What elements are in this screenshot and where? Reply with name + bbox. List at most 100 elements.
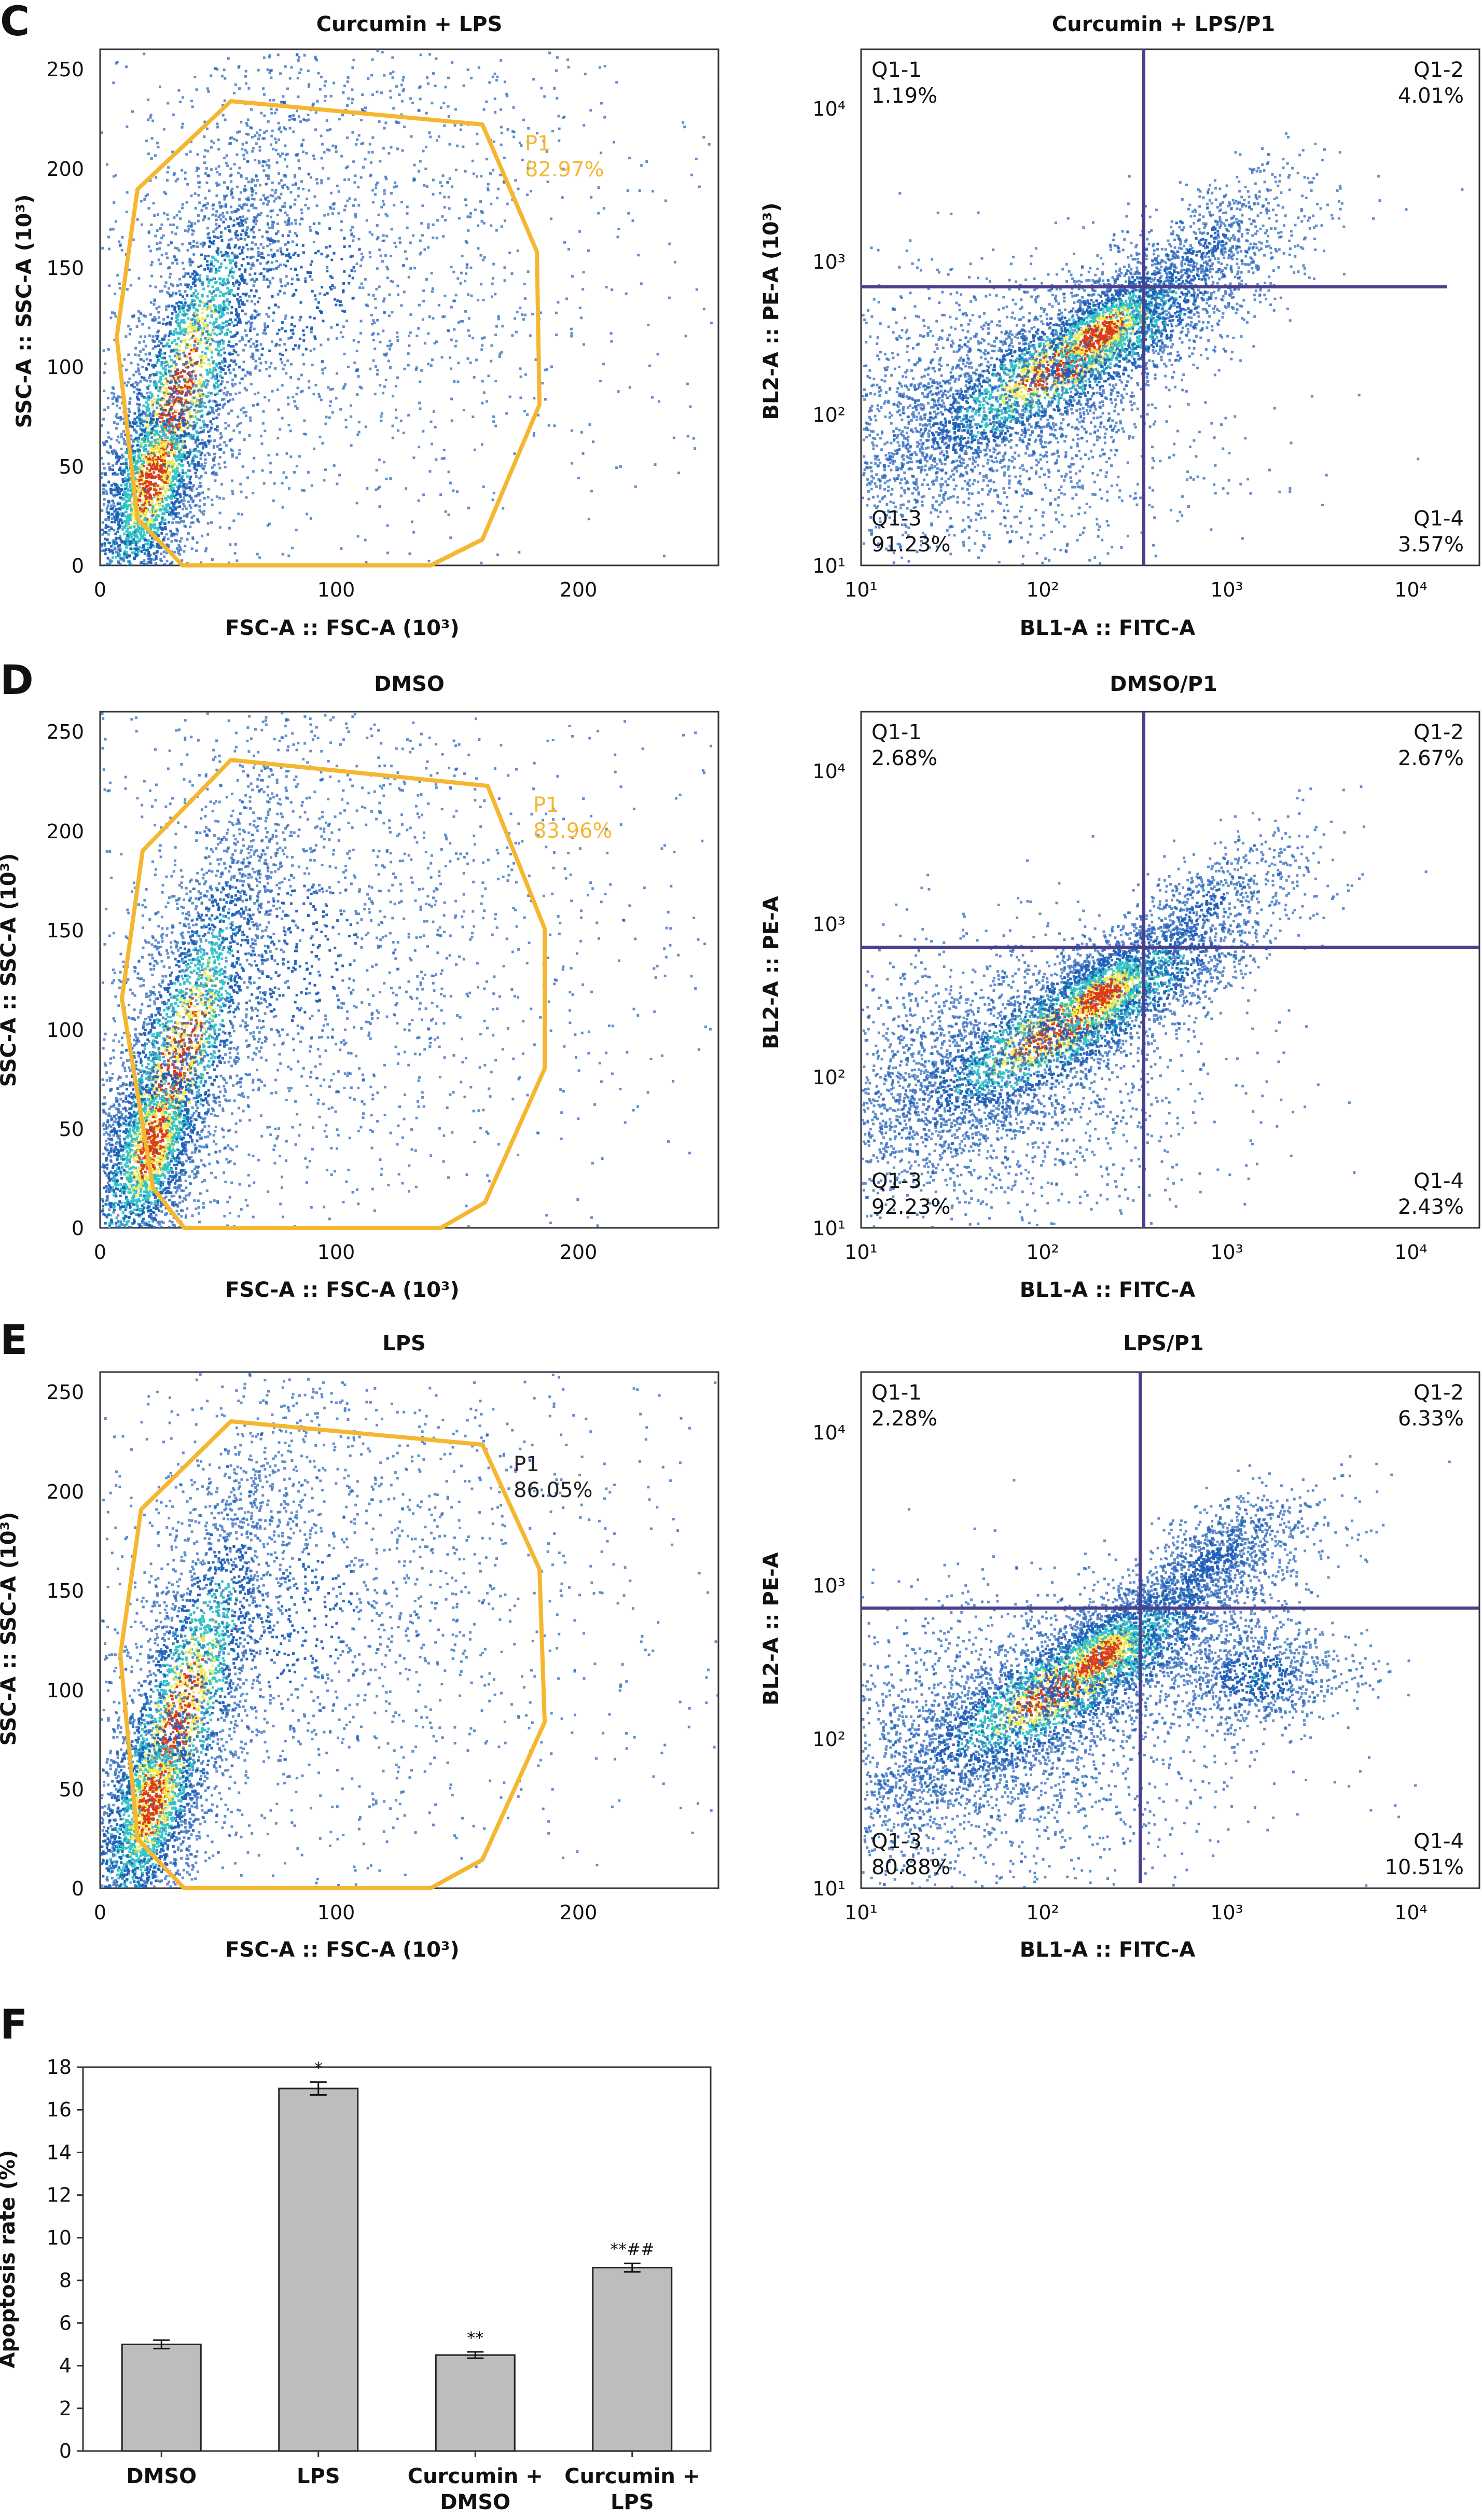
scatter-point <box>273 112 276 115</box>
scatter-point <box>136 383 138 386</box>
scatter-point <box>217 366 220 369</box>
scatter-point <box>247 371 250 375</box>
scatter-point <box>212 230 215 233</box>
scatter-point <box>203 384 206 387</box>
scatter-point <box>257 247 260 250</box>
scatter-point <box>156 499 159 502</box>
scatter-point <box>238 449 241 452</box>
scatter-point <box>192 329 196 333</box>
scatter-point <box>250 264 253 267</box>
scatter-point <box>302 188 305 190</box>
scatter-point <box>132 534 135 537</box>
scatter-point <box>207 442 211 445</box>
scatter-point <box>167 102 170 105</box>
scatter-point <box>127 519 130 522</box>
scatter-point <box>145 519 148 522</box>
scatter-point <box>114 293 117 295</box>
scatter-point <box>302 139 305 142</box>
scatter-point <box>160 521 163 523</box>
scatter-point <box>130 362 133 365</box>
scatter-point <box>215 375 218 378</box>
scatter-point <box>149 558 153 561</box>
scatter-point <box>199 341 202 344</box>
scatter-point <box>278 128 281 131</box>
scatter-point <box>377 333 380 336</box>
scatter-point <box>216 428 219 432</box>
scatter-point <box>425 278 428 281</box>
scatter-point <box>274 197 278 200</box>
scatter-point <box>450 419 453 422</box>
scatter-point <box>387 152 391 155</box>
scatter-point <box>138 413 141 416</box>
scatter-point <box>148 326 150 329</box>
scatter-point <box>105 531 108 534</box>
scatter-point <box>210 377 213 380</box>
scatter-point <box>136 444 139 447</box>
scatter-point <box>144 458 147 461</box>
scatter-point <box>189 258 192 261</box>
scatter-point <box>219 218 223 221</box>
scatter-point <box>279 126 282 129</box>
scatter-point <box>321 167 324 170</box>
scatter-point <box>255 142 258 145</box>
scatter-point <box>164 308 168 311</box>
scatter-point <box>182 439 185 442</box>
scatter-point <box>139 532 142 535</box>
scatter-point <box>241 147 244 150</box>
scatter-point <box>204 323 207 326</box>
scatter-point <box>190 141 192 144</box>
scatter-point <box>203 268 206 271</box>
scatter-point <box>199 373 202 377</box>
scatter-point <box>136 449 139 452</box>
scatter-point <box>159 522 162 525</box>
scatter-point <box>146 461 149 464</box>
scatter-point <box>207 281 211 284</box>
scatter-point <box>209 300 212 303</box>
scatter-point <box>197 461 200 464</box>
scatter-point <box>244 343 247 347</box>
scatter-point <box>200 253 203 256</box>
scatter-point <box>320 179 323 182</box>
scatter-point <box>107 525 110 528</box>
scatter-point <box>131 516 134 519</box>
scatter-point <box>358 286 362 289</box>
scatter-point <box>160 353 163 355</box>
scatter-point <box>174 391 177 394</box>
scatter-point <box>219 206 222 209</box>
scatter-point <box>320 343 323 347</box>
scatter-point <box>185 507 188 510</box>
scatter-point <box>231 276 234 279</box>
scatter-point <box>212 411 215 414</box>
scatter-point <box>394 181 397 184</box>
scatter-point <box>344 419 348 422</box>
scatter-point <box>230 238 233 241</box>
scatter-point <box>252 357 255 360</box>
scatter-point <box>213 333 216 335</box>
scatter-point <box>149 421 152 424</box>
scatter-point <box>149 481 153 484</box>
scatter-point <box>393 186 396 189</box>
scatter-point <box>254 345 257 348</box>
scatter-point <box>128 560 131 563</box>
scatter-point <box>146 438 149 441</box>
scatter-point <box>381 260 384 263</box>
scatter-point <box>371 58 374 61</box>
scatter-point <box>205 181 209 184</box>
scatter-point <box>174 515 177 518</box>
scatter-point <box>143 340 146 343</box>
scatter-point <box>164 507 168 510</box>
scatter-point <box>129 543 132 546</box>
scatter-point <box>123 542 127 545</box>
scatter-point <box>241 309 244 312</box>
scatter-point <box>219 266 222 269</box>
scatter-point <box>286 214 289 217</box>
scatter-point <box>153 412 156 416</box>
scatter-point <box>213 385 216 388</box>
scatter-point <box>104 537 106 541</box>
scatter-point <box>245 132 248 135</box>
scatter-point <box>200 365 203 368</box>
scatter-point <box>120 483 123 487</box>
scatter-point <box>477 247 480 250</box>
scatter-point <box>212 366 215 369</box>
scatter-point <box>179 386 183 389</box>
